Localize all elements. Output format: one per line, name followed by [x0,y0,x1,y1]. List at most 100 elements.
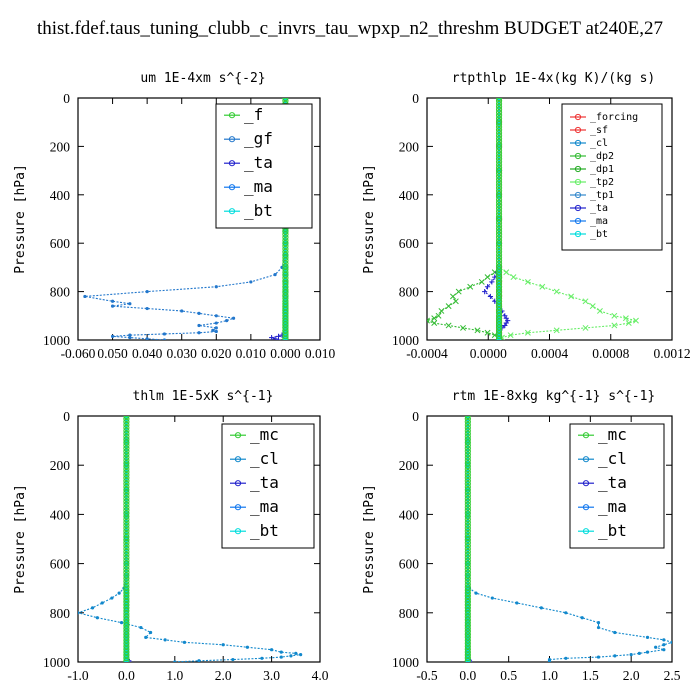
legend-marker [574,126,582,134]
zero-line-marker [123,486,130,493]
zero-line-marker [464,566,471,573]
data-point [496,289,502,295]
zero-line-marker [464,445,471,452]
zero-line-marker [495,283,503,290]
data-point [465,600,471,606]
data-point [214,314,218,318]
zero-line-marker [464,436,471,443]
zero-line-marker [123,581,130,588]
zero-line-marker [495,106,503,113]
legend-label: _ma [250,497,279,516]
zero-line-marker [464,560,471,567]
data-point [496,192,502,198]
zero-line-marker [123,460,130,467]
zero-line-marker [495,118,503,125]
zero-line-marker [495,202,503,209]
data-point [282,279,289,285]
x-tick-label: 3.0 [263,668,280,683]
data-point [197,311,201,315]
zero-line-marker [282,234,289,241]
data-point [465,438,471,444]
zero-line-marker [495,176,503,183]
data-point [95,616,99,620]
data-point [123,585,129,591]
zero-line-marker [123,530,130,538]
zero-line-marker [123,430,130,437]
zero-line-marker [495,248,503,256]
legend-label: _mc [598,425,627,444]
zero-line-marker [123,649,130,656]
y-tick-label: 200 [399,458,420,473]
zero-line-marker [464,654,471,662]
zero-line-marker [123,619,130,626]
zero-line-marker [495,222,503,229]
legend-box [561,103,663,251]
zero-line-marker [495,121,503,128]
zero-line-marker [495,318,503,325]
zero-line-marker [464,457,471,464]
x-tick-label: 2.0 [623,668,640,683]
zero-line-marker [123,601,130,609]
data-point [119,621,124,625]
zero-line-marker [282,312,289,319]
data-point [496,274,502,280]
zero-line-marker [464,528,471,535]
zero-line-marker [495,158,503,165]
data-point [596,655,601,659]
zero-line-marker [282,315,289,322]
chart-title: rtm 1E-8xkg kg^{-1} s^{-1} [452,389,656,404]
data-point [260,656,264,660]
data-point [145,337,149,340]
zero-line-marker [282,292,289,299]
zero-line-marker [464,507,471,514]
zero-line-marker [495,303,503,311]
y-tick-label: 0 [63,409,70,424]
chart-title: thlm 1E-5xK s^{-1} [133,389,274,404]
zero-line-marker [495,237,503,244]
zero-line-marker [123,637,130,644]
zero-line-marker [123,640,130,647]
zero-line-marker [123,445,130,452]
zero-line-marker [495,179,503,186]
data-point [524,278,531,285]
y-tick-label: 600 [399,236,420,251]
legend-marker [234,432,242,439]
zero-line-marker [495,205,503,212]
data-point [484,274,491,281]
data-point [622,315,629,322]
zero-line-marker [495,280,503,287]
y-tick-label: 0 [412,91,419,106]
zero-line-marker [282,327,289,334]
data-point [645,650,650,654]
zero-line-marker [495,126,503,134]
y-tick-label: 400 [399,188,420,203]
zero-line-marker [123,545,130,552]
legend-marker [574,217,582,225]
data-point [128,333,132,337]
zero-line-marker [282,283,289,290]
chart-title: rtpthlp 1E-4x(kg K)/(kg s) [452,71,656,86]
zero-line-marker [123,492,130,499]
legend-marker [234,528,242,535]
data-point [163,638,167,642]
data-point [502,322,508,329]
series-group [427,98,639,340]
zero-line-marker [495,144,503,151]
zero-line-marker [123,592,130,600]
zero-line-marker [495,135,503,142]
zero-line-marker [464,418,471,426]
zero-line-marker [495,269,503,276]
zero-line-marker [464,451,471,458]
zero-line-marker [123,595,130,603]
data-point [596,625,601,630]
zero-line-marker [495,298,503,305]
zero-line-marker [123,643,130,650]
zero-line-marker [123,474,130,482]
data-point [214,326,218,330]
zero-line-marker [464,601,471,609]
zero-line-marker [123,575,130,582]
zero-line-marker [495,295,503,302]
zero-line-marker [282,231,289,238]
zero-line-marker [464,427,471,434]
zero-line-marker [464,572,471,579]
